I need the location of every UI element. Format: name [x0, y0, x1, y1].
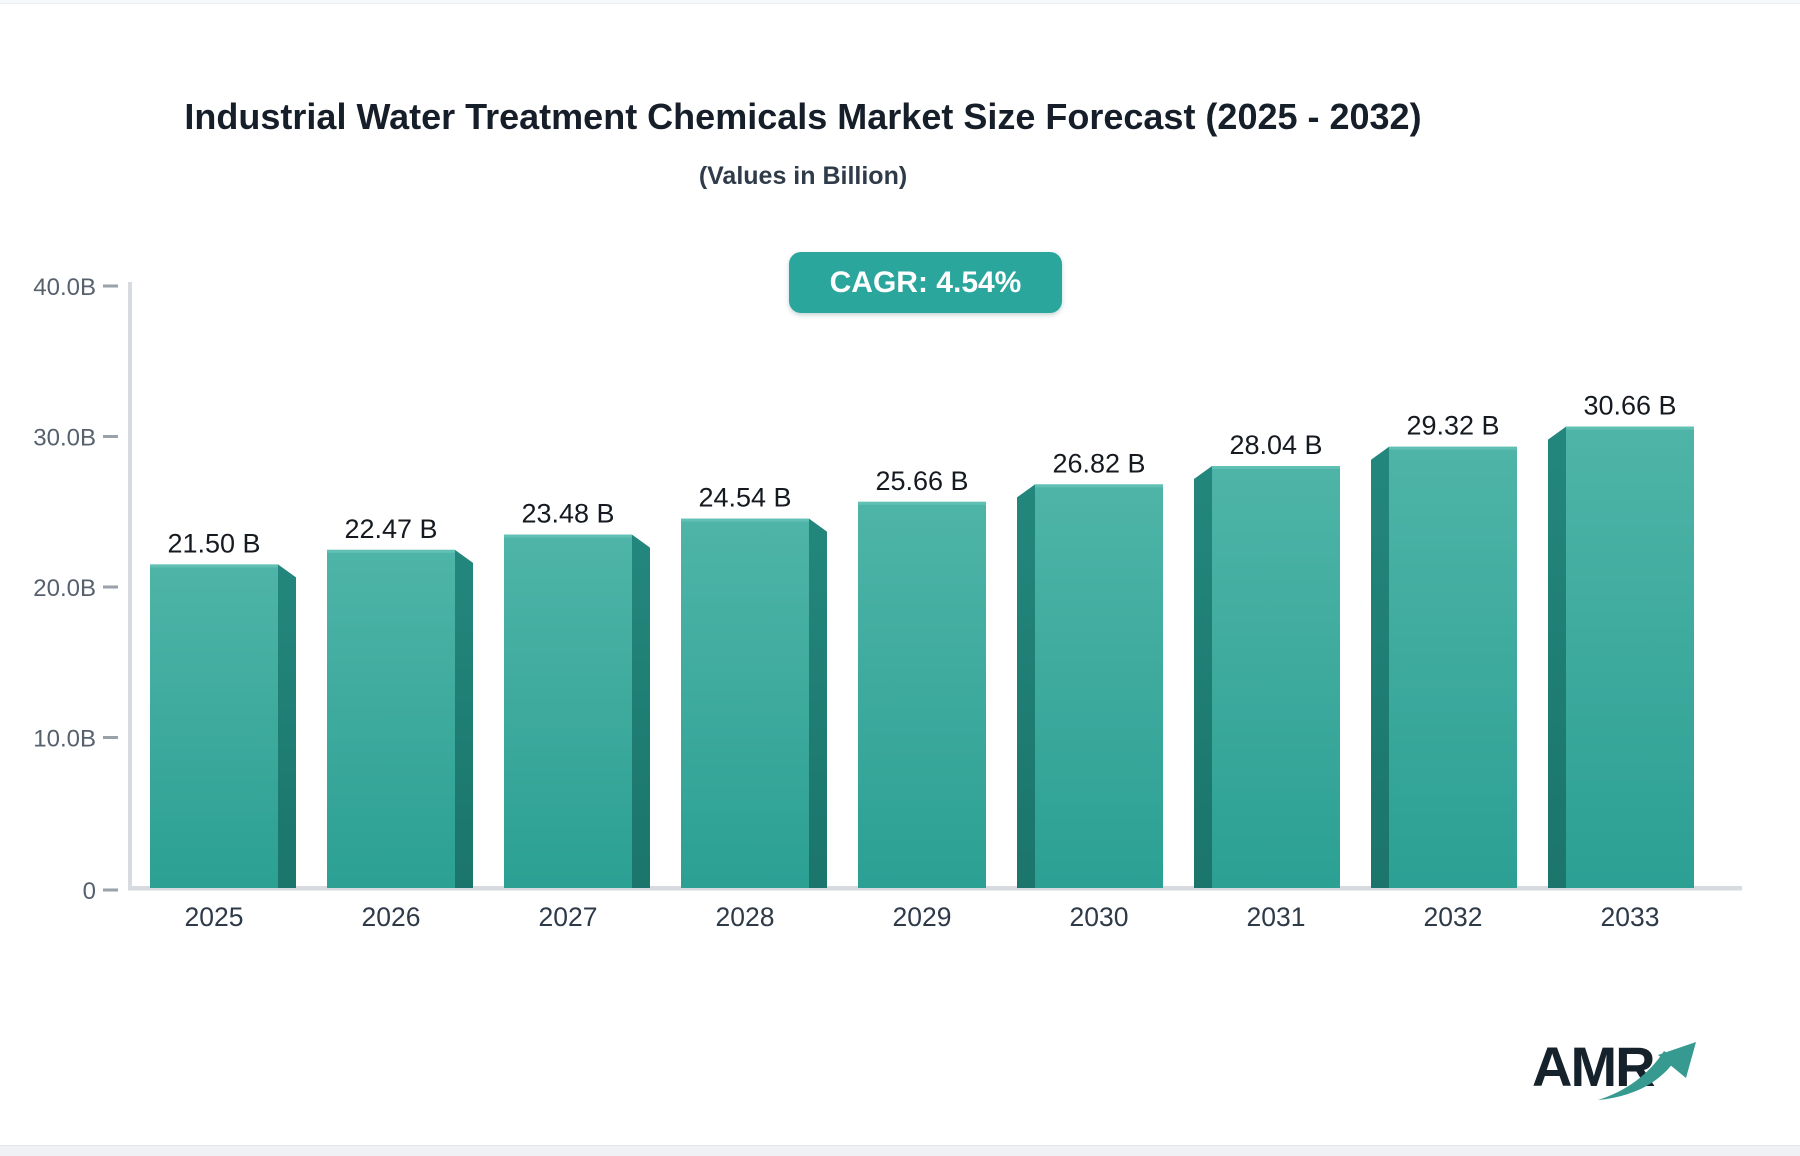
bar-2032 — [1389, 446, 1517, 888]
y-axis-tick — [103, 284, 118, 288]
bar-side-2027 — [632, 534, 650, 888]
bar-2030 — [1035, 484, 1163, 888]
page-bottom-edge — [0, 1145, 1800, 1156]
bar-value-label-2033: 30.66 B — [1583, 391, 1676, 421]
chart-title: Industrial Water Treatment Chemicals Mar… — [184, 96, 1422, 137]
bar-2031 — [1212, 465, 1340, 888]
y-axis-tick — [103, 585, 118, 589]
bar-top-edge-2025 — [150, 564, 278, 568]
growth-arrow-icon — [1598, 1042, 1696, 1100]
bar-side-2025 — [278, 564, 296, 888]
y-axis-tick-label: 40.0B — [33, 274, 96, 301]
bar-2026 — [327, 549, 455, 888]
bar-value-label-2026: 22.47 B — [344, 514, 437, 544]
x-axis-label-2027: 2027 — [539, 902, 598, 932]
bar-side-2026 — [455, 549, 473, 888]
x-axis-line — [128, 886, 1742, 891]
bar-top-edge-2032 — [1389, 446, 1517, 450]
bar-2033 — [1566, 426, 1694, 888]
bar-top-edge-2028 — [681, 518, 809, 522]
x-axis-label-2026: 2026 — [362, 902, 421, 932]
bar-top-edge-2033 — [1566, 426, 1694, 430]
bar-value-label-2032: 29.32 B — [1406, 411, 1499, 441]
y-axis-tick — [103, 736, 118, 739]
bar-side-2033 — [1548, 426, 1566, 888]
bar-2029 — [858, 501, 986, 888]
bar-2027 — [504, 534, 632, 888]
y-axis-tick-label: 0 — [83, 878, 96, 905]
y-axis-line — [128, 282, 132, 888]
bar-top-edge-2029 — [858, 501, 986, 505]
title-row: Industrial Water Treatment Chemicals Mar… — [0, 96, 1606, 138]
y-axis-tick-label: 10.0B — [33, 726, 96, 753]
amr-logo: AMR — [1532, 1034, 1712, 1108]
cagr-badge: CAGR: 4.54% — [789, 252, 1062, 313]
bar-value-label-2025: 21.50 B — [167, 528, 260, 558]
bar-top-edge-2031 — [1212, 465, 1340, 469]
bar-top-edge-2030 — [1035, 484, 1163, 488]
x-axis-label-2025: 2025 — [185, 902, 244, 932]
bar-side-2028 — [809, 518, 827, 888]
x-axis-label-2032: 2032 — [1424, 902, 1483, 932]
bar-top-edge-2027 — [504, 534, 632, 538]
bar-side-2030 — [1017, 484, 1035, 888]
chart-subtitle: (Values in Billion) — [698, 162, 908, 190]
bar-side-2031 — [1194, 465, 1212, 888]
page-top-edge — [0, 0, 1800, 4]
bar-top-edge-2026 — [327, 549, 455, 553]
bar-value-label-2031: 28.04 B — [1229, 430, 1322, 460]
x-axis-label-2030: 2030 — [1070, 902, 1129, 932]
x-axis-label-2031: 2031 — [1247, 902, 1306, 932]
bar-value-label-2029: 25.66 B — [875, 466, 968, 496]
bar-value-label-2028: 24.54 B — [698, 483, 791, 513]
bar-side-2032 — [1371, 446, 1389, 888]
bar-2028 — [681, 518, 809, 888]
y-axis-tick-label: 30.0B — [33, 425, 96, 452]
bar-value-label-2030: 26.82 B — [1052, 448, 1145, 478]
y-axis-tick — [103, 888, 118, 892]
x-axis-label-2033: 2033 — [1601, 902, 1660, 932]
y-axis-tick-label: 20.0B — [33, 575, 96, 602]
bar-value-label-2027: 23.48 B — [521, 499, 614, 529]
y-axis-tick — [103, 435, 118, 438]
x-axis-label-2029: 2029 — [893, 902, 952, 932]
bar-2025 — [150, 564, 278, 888]
subtitle-row: (Values in Billion) — [0, 162, 1606, 191]
x-axis-label-2028: 2028 — [716, 902, 775, 932]
